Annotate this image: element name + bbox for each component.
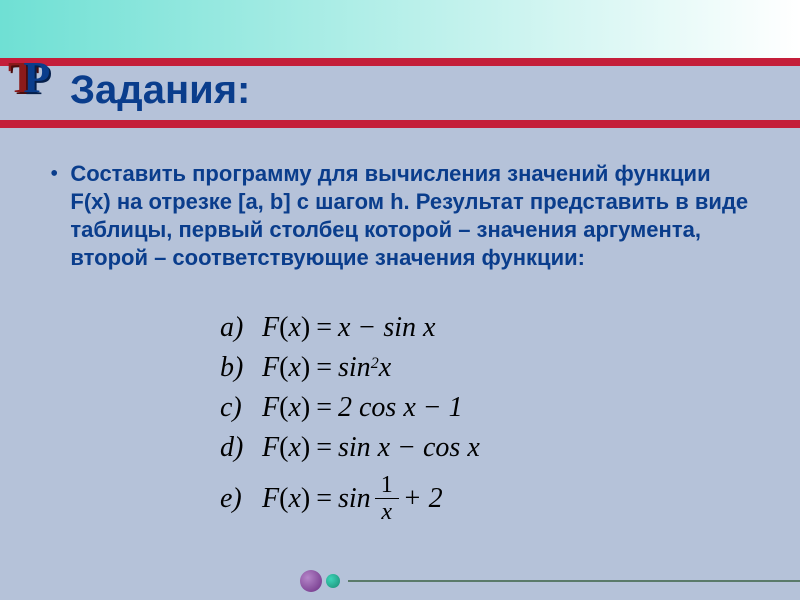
rhs-tail: x [379,352,391,384]
rhs-post: + 2 [403,483,443,515]
rhs-pre: sin [338,483,371,515]
formula-label: d) [220,432,262,464]
formula-label: a) [220,312,262,344]
divider-bottom [0,120,800,128]
lhs-arg: x [288,432,300,464]
header-area: ТР Задания: [0,0,800,140]
equals: = [316,352,332,384]
lhs-func: F [262,312,279,344]
formula-label: e) [220,483,262,515]
lhs-arg: x [288,483,300,515]
lhs-func: F [262,483,279,515]
task-text: Составить программу для вычисления значе… [70,160,750,272]
frac-den: x [375,499,398,525]
formula-label: c) [220,392,262,424]
close-paren: ) [301,483,310,515]
close-paren: ) [301,432,310,464]
lhs-func: F [262,352,279,384]
rhs: 2 cos x − 1 [338,392,463,424]
lhs-arg: x [288,392,300,424]
tp-logo: ТР [8,52,44,103]
dot-teal-icon [326,574,340,588]
logo-p: Р [23,52,44,103]
equals: = [316,392,332,424]
lhs-arg: x [288,352,300,384]
rhs-base: sin [338,352,371,384]
formula-e: e) F ( x ) = sin 1 x + 2 [220,472,750,525]
lhs-func: F [262,432,279,464]
rhs: x − sin x [338,312,435,344]
frac-num: 1 [375,472,399,499]
formula-list: a) F ( x ) = x − sin x b) F ( x ) = sin2… [220,312,750,525]
close-paren: ) [301,352,310,384]
lhs-func: F [262,392,279,424]
equals: = [316,483,332,515]
lhs-arg: x [288,312,300,344]
rhs-sup: 2 [371,355,379,373]
task-item: • Составить программу для вычисления зна… [50,160,750,272]
equals: = [316,312,332,344]
dot-purple-icon [300,570,322,592]
close-paren: ) [301,312,310,344]
footer-line [348,580,800,582]
formula-b: b) F ( x ) = sin2 x [220,352,750,384]
rhs: sin x − cos x [338,432,480,464]
formula-d: d) F ( x ) = sin x − cos x [220,432,750,464]
formula-a: a) F ( x ) = x − sin x [220,312,750,344]
page-title: Задания: [70,68,250,113]
formula-label: b) [220,352,262,384]
formula-c: c) F ( x ) = 2 cos x − 1 [220,392,750,424]
footer-decoration [300,570,800,592]
fraction: 1 x [375,472,399,525]
equals: = [316,432,332,464]
close-paren: ) [301,392,310,424]
divider-top [0,58,800,66]
gradient-bar [0,0,800,58]
content-area: • Составить программу для вычисления зна… [0,140,800,525]
bullet-icon: • [50,160,58,188]
